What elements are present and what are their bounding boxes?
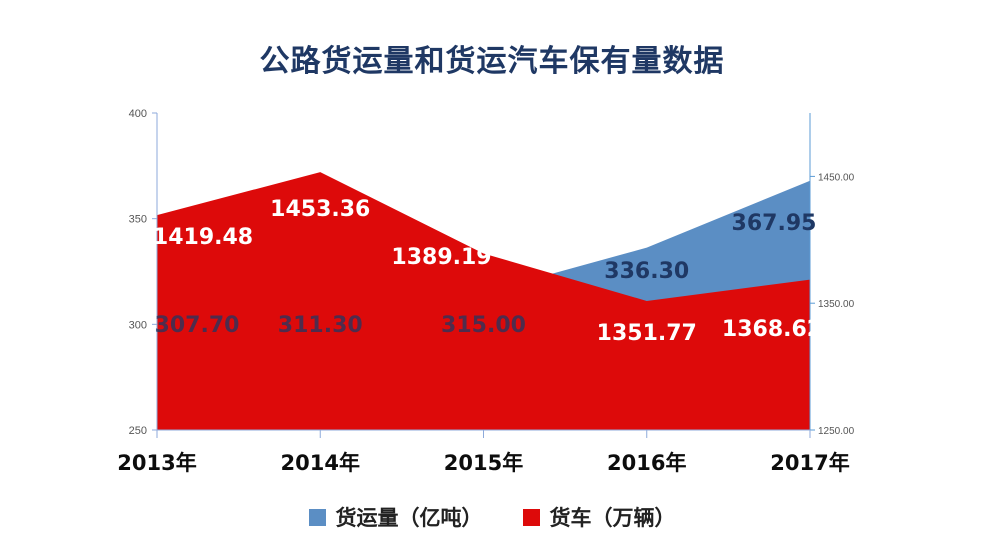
y-tick-label-left: 400 (129, 108, 147, 120)
y-tick-label-left: 250 (129, 425, 147, 437)
legend-label-trucks: 货车（万辆） (549, 506, 676, 530)
y-tick-label-right: 1250.00 (818, 426, 855, 437)
legend-swatch-freight (308, 508, 326, 526)
legend-label-freight: 货运量（亿吨） (335, 506, 483, 530)
data-label-trucks: 1368.62 (722, 317, 822, 342)
y-tick-label-right: 1350.00 (818, 299, 855, 310)
legend-item-trucks: 货车（万辆） (522, 502, 676, 532)
data-label-freight: 307.70 (155, 313, 240, 338)
x-tick-label: 2013年 (117, 451, 196, 475)
data-label-freight: 315.00 (441, 313, 526, 338)
series-area-trucks (157, 172, 810, 430)
legend-item-freight: 货运量（亿吨） (308, 502, 483, 532)
data-label-trucks: 1419.48 (153, 225, 253, 250)
y-tick-label-left: 300 (129, 319, 147, 331)
data-label-freight: 336.30 (604, 259, 689, 284)
data-label-freight: 367.95 (732, 211, 817, 236)
x-tick-label: 2016年 (607, 451, 686, 475)
x-tick-label: 2017年 (770, 451, 849, 475)
legend: 货运量（亿吨） 货车（万辆） (0, 502, 984, 532)
chart-title: 公路货运量和货运汽车保有量数据 (259, 44, 725, 79)
data-label-freight: 311.30 (278, 313, 363, 338)
data-label-trucks: 1453.36 (270, 197, 370, 222)
x-tick-label: 2015年 (444, 451, 523, 475)
x-tick-label: 2014年 (281, 451, 360, 475)
y-tick-label-left: 350 (129, 214, 147, 226)
y-tick-label-right: 1450.00 (818, 172, 855, 183)
data-label-trucks: 1389.19 (391, 245, 491, 270)
legend-swatch-trucks (522, 508, 540, 526)
data-label-trucks: 1351.77 (597, 321, 697, 346)
